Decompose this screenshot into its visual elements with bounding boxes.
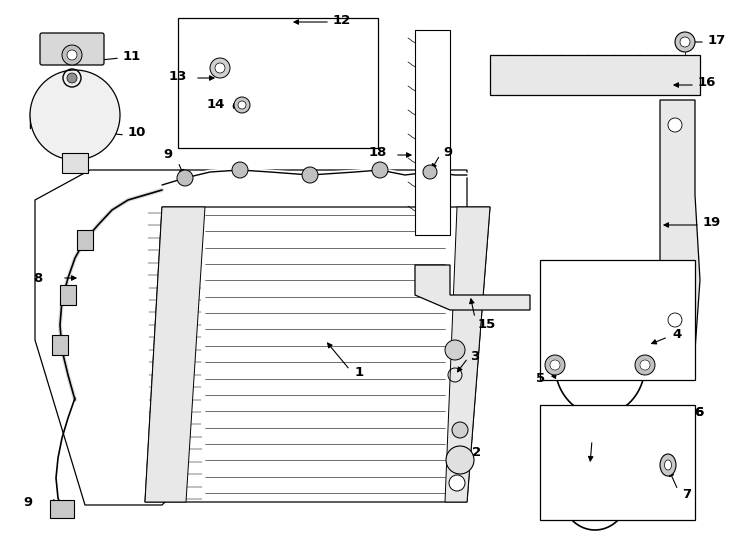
Circle shape: [668, 313, 682, 327]
Circle shape: [545, 355, 565, 375]
Circle shape: [668, 118, 682, 132]
Text: 12: 12: [333, 14, 352, 26]
Circle shape: [238, 101, 246, 109]
Circle shape: [67, 73, 77, 83]
Polygon shape: [145, 207, 205, 502]
Polygon shape: [490, 55, 700, 95]
Text: 19: 19: [703, 217, 722, 230]
Circle shape: [67, 50, 77, 60]
Circle shape: [445, 340, 465, 360]
Circle shape: [302, 167, 318, 183]
Text: 10: 10: [128, 126, 146, 139]
Circle shape: [640, 360, 650, 370]
Bar: [50, 500, 74, 518]
Text: 4: 4: [672, 328, 681, 341]
Circle shape: [675, 32, 695, 52]
Bar: [540, 405, 695, 520]
Circle shape: [30, 70, 120, 160]
Circle shape: [234, 97, 250, 113]
Text: 16: 16: [698, 77, 716, 90]
Bar: [52, 335, 68, 355]
Text: 3: 3: [470, 349, 479, 362]
Text: 7: 7: [682, 488, 691, 501]
Polygon shape: [415, 30, 450, 235]
Circle shape: [372, 162, 388, 178]
Circle shape: [680, 37, 690, 47]
Text: 17: 17: [708, 33, 726, 46]
Text: 5: 5: [536, 372, 545, 384]
Circle shape: [449, 475, 465, 491]
Circle shape: [215, 63, 225, 73]
FancyBboxPatch shape: [40, 33, 104, 65]
Polygon shape: [415, 265, 530, 310]
Circle shape: [177, 170, 193, 186]
Text: 11: 11: [123, 50, 141, 63]
Text: 6: 6: [694, 406, 703, 419]
Circle shape: [423, 165, 437, 179]
Text: 9: 9: [23, 496, 32, 509]
Text: 18: 18: [368, 146, 387, 159]
Text: 14: 14: [207, 98, 225, 111]
Circle shape: [550, 360, 560, 370]
Polygon shape: [145, 207, 490, 502]
Text: 9: 9: [443, 145, 452, 159]
Bar: [60, 285, 76, 305]
Bar: [77, 230, 93, 250]
Text: 15: 15: [478, 319, 496, 332]
Text: 8: 8: [33, 272, 42, 285]
Circle shape: [62, 45, 82, 65]
Text: 2: 2: [472, 447, 481, 460]
Bar: [178, 18, 378, 148]
Text: 1: 1: [355, 366, 364, 379]
Text: 9: 9: [163, 148, 172, 161]
Polygon shape: [445, 207, 490, 502]
Circle shape: [452, 422, 468, 438]
Ellipse shape: [664, 460, 672, 470]
Ellipse shape: [660, 454, 676, 476]
Text: 6: 6: [694, 406, 703, 419]
Circle shape: [446, 446, 474, 474]
Bar: [540, 260, 695, 380]
Circle shape: [232, 162, 248, 178]
Bar: [62, 153, 88, 173]
Circle shape: [635, 355, 655, 375]
Text: 13: 13: [169, 70, 187, 83]
Circle shape: [210, 58, 230, 78]
Polygon shape: [660, 100, 700, 350]
